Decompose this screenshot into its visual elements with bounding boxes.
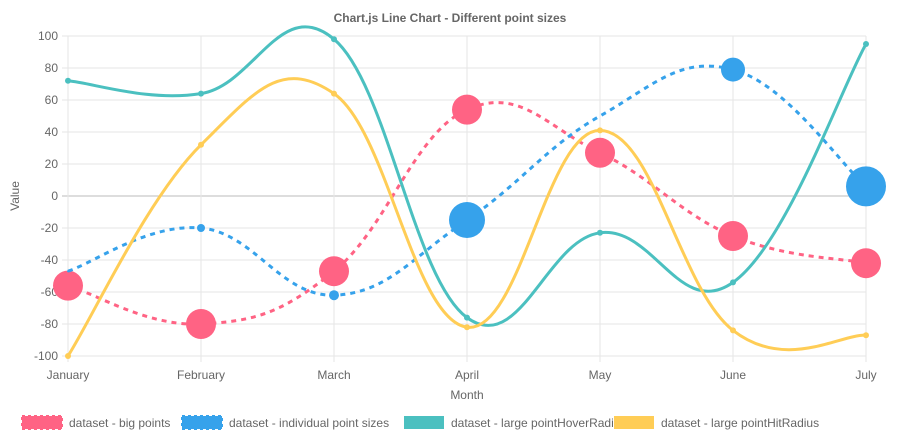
data-point-3 — [198, 141, 204, 148]
data-point-1 — [197, 224, 205, 232]
legend-label: dataset - large pointHoverRadius — [451, 416, 626, 430]
x-tick-label: June — [720, 368, 746, 382]
data-point-3 — [597, 127, 603, 134]
data-point-1 — [721, 57, 745, 82]
y-tick-label: 0 — [51, 189, 58, 203]
y-tick-label: -100 — [34, 349, 58, 363]
data-point-1 — [846, 166, 886, 207]
y-tick-label: 20 — [45, 157, 59, 171]
data-point-1 — [329, 290, 339, 301]
x-tick-label: May — [589, 368, 612, 382]
legend-swatch — [614, 416, 654, 429]
legend-label: dataset - individual point sizes — [229, 416, 389, 430]
data-point-2 — [65, 77, 71, 84]
data-point-2 — [331, 36, 337, 43]
data-point-1 — [449, 202, 485, 238]
legend-swatch — [181, 415, 223, 430]
x-axis-label: Month — [450, 388, 483, 402]
x-tick-label: July — [855, 368, 876, 382]
chart-title: Chart.js Line Chart - Different point si… — [334, 11, 567, 25]
data-point-2 — [464, 314, 470, 321]
data-point-3 — [464, 324, 470, 331]
data-point-3 — [863, 332, 869, 339]
data-point-2 — [597, 229, 603, 236]
y-tick-label: -40 — [41, 253, 59, 267]
data-point-0 — [452, 94, 482, 125]
data-point-0 — [851, 248, 881, 279]
data-point-3 — [730, 327, 736, 334]
y-axis-label: Value — [8, 181, 22, 211]
data-point-0 — [53, 270, 83, 301]
y-tick-label: -20 — [41, 221, 59, 235]
data-point-1 — [67, 270, 69, 273]
data-point-3 — [65, 353, 71, 359]
x-tick-label: February — [177, 368, 225, 382]
data-point-2 — [198, 90, 204, 97]
data-point-3 — [331, 90, 337, 97]
legend-swatch — [404, 416, 444, 429]
y-tick-label: 40 — [45, 125, 59, 139]
legend-label: dataset - big points — [69, 416, 170, 430]
y-tick-label: 80 — [45, 61, 59, 75]
y-tick-label: 100 — [38, 29, 58, 43]
y-tick-label: 60 — [45, 93, 59, 107]
x-tick-label: January — [47, 368, 90, 382]
data-point-0 — [186, 309, 216, 339]
x-tick-label: March — [317, 368, 350, 382]
data-point-0 — [319, 256, 349, 287]
y-tick-label: -80 — [41, 317, 59, 331]
legend-swatch — [21, 415, 63, 430]
data-point-0 — [585, 137, 615, 168]
data-point-0 — [718, 221, 748, 251]
data-point-2 — [863, 41, 869, 47]
x-tick-label: April — [455, 368, 479, 382]
legend-label: dataset - large pointHitRadius — [661, 416, 819, 430]
data-point-2 — [730, 279, 736, 286]
